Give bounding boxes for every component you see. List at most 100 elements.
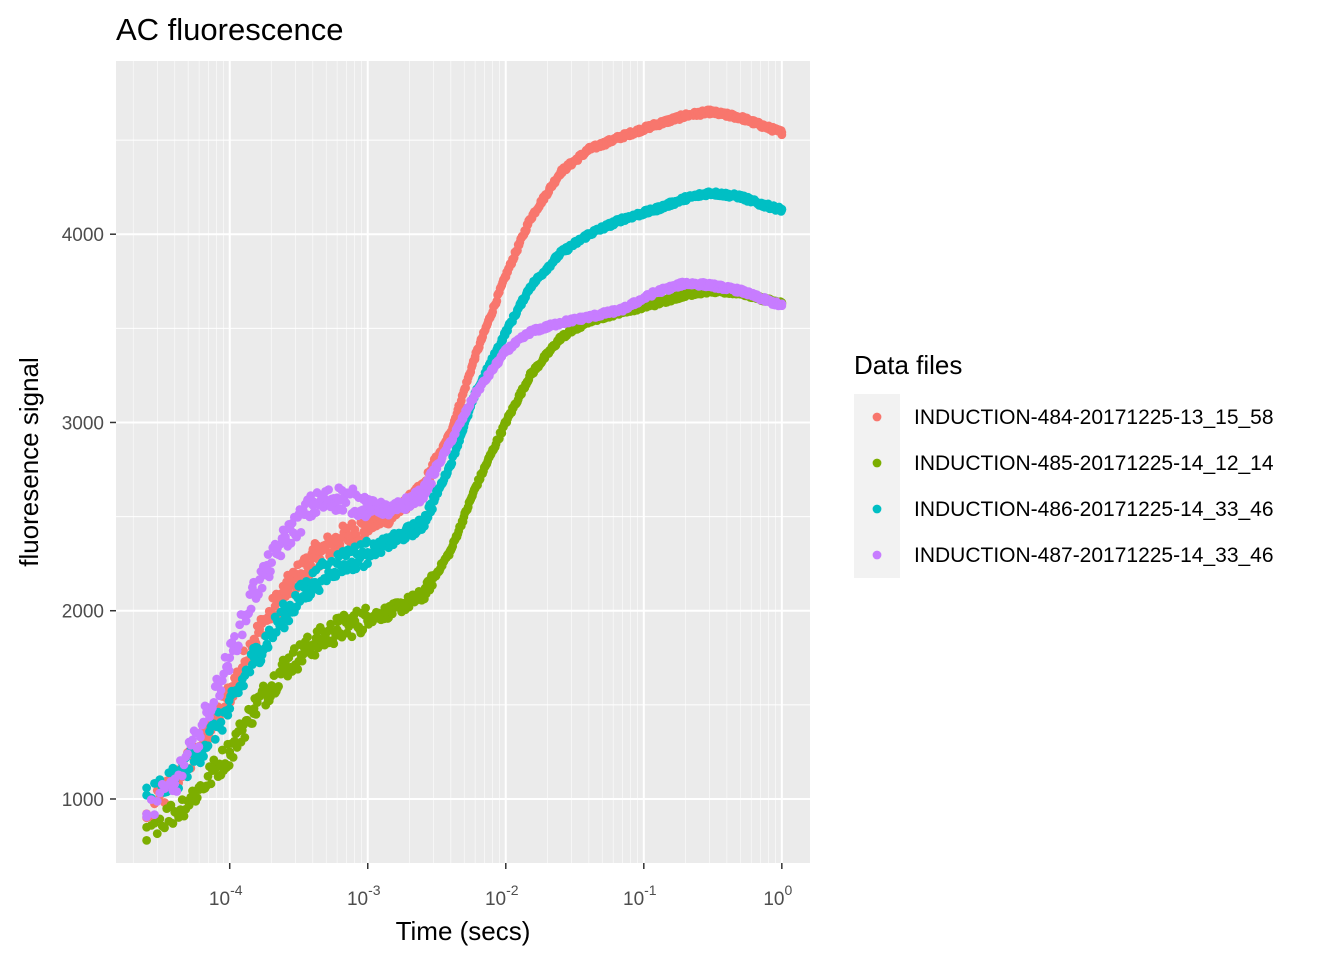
data-point [217, 676, 227, 686]
data-point [341, 498, 351, 508]
data-point [446, 436, 456, 446]
data-point [223, 710, 233, 720]
data-point [280, 662, 290, 672]
data-point [240, 733, 250, 742]
data-point [618, 214, 627, 224]
data-point [230, 632, 239, 641]
data-point [234, 641, 243, 651]
data-point [194, 742, 204, 752]
data-point [363, 559, 372, 569]
data-point [418, 591, 428, 601]
data-point [556, 333, 566, 343]
data-point [216, 717, 226, 727]
data-point [194, 785, 204, 794]
legend-marker [872, 504, 882, 514]
data-point [525, 282, 535, 292]
data-point [209, 697, 219, 707]
data-point [249, 587, 259, 597]
data-point [446, 546, 456, 555]
data-point [235, 620, 245, 630]
data-point [362, 536, 372, 546]
data-point [329, 639, 339, 649]
data-point [735, 192, 745, 201]
data-point [245, 667, 255, 677]
x-tick-label: 10-1 [623, 882, 657, 910]
data-point [324, 485, 333, 495]
data-point [152, 796, 162, 806]
data-point [303, 632, 312, 642]
data-point [332, 493, 342, 503]
data-point [680, 278, 690, 288]
data-point [387, 606, 397, 616]
data-point [266, 567, 275, 576]
data-point [650, 205, 660, 215]
data-point [142, 822, 152, 832]
data-point [308, 500, 318, 510]
data-point [184, 800, 194, 810]
data-point [142, 783, 152, 793]
data-point [296, 527, 306, 537]
data-point [284, 616, 294, 626]
data-point [705, 107, 715, 117]
data-point [427, 479, 436, 489]
data-point [257, 583, 267, 593]
data-point [276, 551, 286, 561]
y-tick-label: 4000 [62, 225, 104, 246]
data-point [237, 630, 247, 640]
x-tick-label: 10-2 [485, 882, 519, 910]
data-point [556, 318, 566, 328]
data-point [428, 580, 437, 590]
data-point [361, 603, 371, 613]
x-axis-title: Time (secs) [396, 916, 531, 946]
data-point [308, 578, 318, 587]
data-point [332, 559, 342, 569]
data-point [267, 558, 277, 567]
data-point [239, 681, 248, 691]
axes: 1000 2000 3000 4000 10-4 10-3 10-2 10-1 100 [62, 225, 793, 910]
data-point [777, 128, 787, 137]
data-point [650, 299, 660, 309]
data-point [311, 508, 321, 517]
legend-items: INDUCTION-484-20171225-13_15_58 INDUCTION… [854, 394, 1274, 578]
legend-title: Data files [854, 350, 962, 380]
data-point [705, 188, 715, 198]
data-point [183, 749, 192, 759]
legend-item: INDUCTION-485-20171225-14_12_14 [854, 440, 1274, 486]
x-tick-label: 10-3 [347, 882, 381, 910]
plot-panel [116, 61, 810, 863]
data-point [735, 113, 745, 122]
y-tick-label: 2000 [62, 602, 104, 623]
data-point [347, 632, 357, 642]
data-point [177, 771, 187, 781]
data-point [279, 623, 289, 633]
data-point [501, 418, 511, 427]
data-point [470, 483, 480, 493]
data-point [203, 741, 213, 751]
data-point [322, 576, 331, 586]
data-point [338, 505, 348, 515]
data-point [756, 293, 765, 303]
data-point [376, 548, 386, 558]
data-point [225, 704, 235, 714]
x-tick-label: 100 [763, 882, 792, 910]
data-point [314, 586, 324, 596]
data-point [556, 248, 566, 258]
legend-marker [872, 458, 882, 468]
data-point [326, 619, 336, 629]
data-point [584, 145, 594, 154]
data-point [308, 640, 318, 650]
data-point [263, 550, 273, 559]
data-point [446, 459, 456, 469]
data-point [470, 389, 480, 399]
data-point [428, 504, 437, 514]
data-point [618, 305, 627, 314]
data-point [271, 627, 281, 637]
data-point [224, 666, 234, 675]
data-point [584, 229, 594, 239]
data-point [280, 610, 290, 619]
data-point [332, 536, 342, 546]
data-point [225, 747, 235, 757]
data-point [501, 271, 511, 281]
data-point [150, 810, 159, 820]
